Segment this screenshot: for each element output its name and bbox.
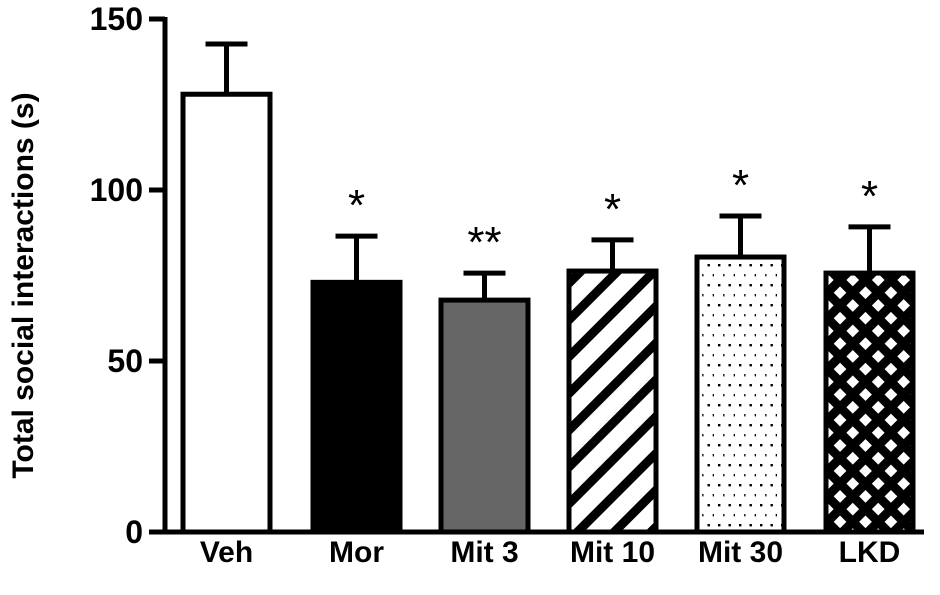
x-tick-label: Mit 3 [450, 536, 518, 569]
significance-marker: * [861, 172, 878, 221]
y-tick-label: 50 [107, 343, 143, 379]
significance-marker: ** [467, 218, 501, 267]
bar-mit-3 [438, 297, 531, 535]
y-axis-label: Total social interactions (s) [7, 92, 40, 478]
x-tick-label: Mit 30 [698, 536, 783, 569]
x-tick-label: Mor [329, 536, 384, 569]
x-tick-label: Veh [200, 536, 253, 569]
y-tick-label: 150 [90, 1, 143, 37]
x-tick-label: Mit 10 [570, 536, 655, 569]
bar-veh [180, 91, 273, 535]
significance-marker: * [348, 181, 365, 230]
bar-mit-10 [566, 268, 659, 535]
significance-marker: * [604, 185, 621, 234]
y-tick-label: 0 [125, 514, 143, 550]
bar-mor [310, 279, 403, 535]
significance-marker: * [732, 161, 749, 210]
bar-mit-30 [694, 254, 787, 535]
bar-lkd [823, 270, 916, 535]
x-tick-label: LKD [839, 536, 901, 569]
y-tick-label: 100 [90, 172, 143, 208]
